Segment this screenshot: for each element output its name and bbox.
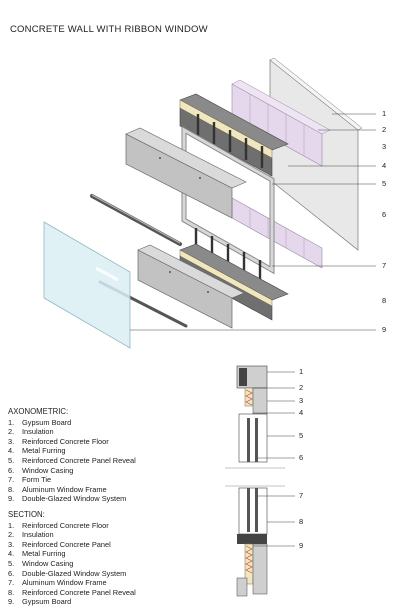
section-callout-3: 3 [299, 396, 303, 405]
axo-callout-5: 5 [382, 179, 386, 188]
aluminum-frame-lower [194, 228, 262, 290]
section-heading: SECTION: [8, 510, 45, 519]
legend-row: 9. Double-Glazed Window System [8, 494, 127, 504]
legend-row: 3. Reinforced Concrete Floor [8, 436, 109, 446]
section-drawing: 1 2 3 4 5 6 7 8 9 [225, 365, 303, 597]
axo-callout-labels: 1 2 3 4 5 6 7 8 9 [382, 109, 386, 334]
form-tie-rod [90, 194, 182, 246]
axo-callout-9: 9 [382, 325, 386, 334]
section-callout-4: 4 [299, 408, 303, 417]
section-callout-2: 2 [299, 383, 303, 392]
axo-callout-7: 7 [382, 261, 386, 270]
legend-row: 2. Insulation [8, 530, 54, 540]
legend-row: 3. Reinforced Concrete Panel [8, 539, 111, 549]
axonometric-heading: AXONOMETRIC: [8, 407, 69, 416]
axo-callout-1: 1 [382, 109, 386, 118]
concrete-floor-upper [179, 93, 289, 177]
glazing-panel [43, 221, 131, 349]
axo-callout-3: 3 [382, 142, 386, 151]
callout-leaders [130, 113, 376, 331]
section-upper [225, 365, 285, 469]
section-lower [225, 485, 285, 597]
concrete-panel-upper [125, 127, 247, 219]
section-callout-9: 9 [299, 541, 303, 550]
axonometric-legend: AXONOMETRIC: 1. Gypsum Board 2. Insulation… [8, 407, 136, 504]
legend-row: 1. Reinforced Concrete Floor [8, 520, 109, 530]
section-callout-1: 1 [299, 367, 303, 376]
section-callout-7: 7 [299, 491, 303, 500]
legend-row: 5. Reinforced Concrete Panel Reveal [8, 455, 136, 465]
legend-row: 4. Metal Furring [8, 446, 66, 456]
section-callout-5: 5 [299, 431, 303, 440]
axo-callout-2: 2 [382, 125, 386, 134]
axo-callout-8: 8 [382, 296, 386, 305]
section-callout-labels: 1 2 3 4 5 6 7 8 9 [299, 367, 303, 550]
section-legend: SECTION: 1. Reinforced Concrete Floor 2. I… [8, 510, 136, 607]
legend-row: 6. Double-Glazed Window System [8, 568, 127, 578]
legend-row: 6. Window Casing [8, 465, 74, 475]
axo-callout-6: 6 [382, 210, 386, 219]
section-callout-6: 6 [299, 453, 303, 462]
legend-row: 5. Window Casing [8, 558, 74, 568]
diagram-title: CONCRETE WALL WITH RIBBON WINDOW [10, 24, 208, 35]
legend-row: 8. Aluminum Window Frame [8, 484, 107, 494]
axonometric-drawing: 1 2 3 4 5 6 7 8 9 [43, 57, 386, 349]
legend-row: 8. Reinforced Concrete Panel Reveal [8, 587, 136, 597]
section-leaders [253, 371, 295, 547]
axo-callout-4: 4 [382, 161, 386, 170]
legend-row: 7. Form Tie [8, 475, 52, 485]
legend-row: 4. Metal Furring [8, 549, 66, 559]
legend-row: 7. Aluminum Window Frame [8, 578, 107, 588]
legend-row: 9. Gypsum Board [8, 597, 72, 607]
legend-row: 2. Insulation [8, 427, 54, 437]
concrete-panel-lower [137, 244, 245, 329]
legend-row: 1. Gypsum Board [8, 417, 72, 427]
section-callout-8: 8 [299, 517, 303, 526]
